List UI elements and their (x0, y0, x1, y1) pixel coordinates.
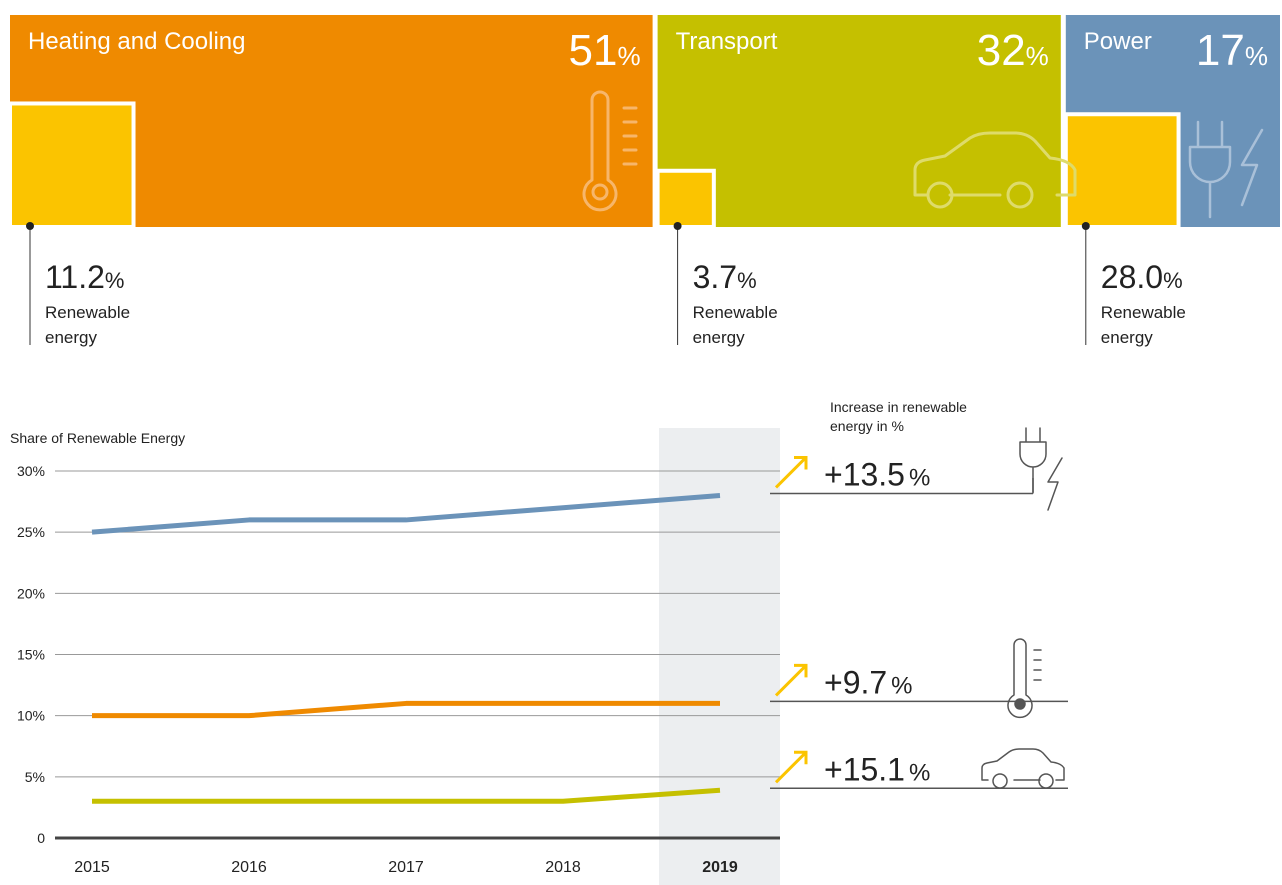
y-tick-label: 10% (17, 708, 45, 724)
car-icon (981, 748, 1065, 789)
thermometer-icon (1007, 638, 1042, 719)
callout-dot (26, 222, 34, 230)
renewable-text: Renewable (693, 303, 778, 322)
y-tick-label: 25% (17, 524, 45, 540)
renewable-number: 3.7 (693, 259, 737, 295)
y-tick-label: 15% (17, 647, 45, 663)
renewable-number: 11.2 (45, 259, 105, 295)
increase-number: +9.7 (824, 664, 887, 700)
x-tick-label: 2017 (388, 859, 424, 876)
increase-value: +13.5% (824, 456, 930, 492)
series-line (91, 492, 721, 535)
renewable-unit: % (737, 268, 757, 293)
block-edge (8, 227, 655, 231)
increase-title: energy in % (830, 418, 904, 434)
renewable-value: 28.0% (1101, 259, 1183, 295)
renewable-text: Renewable (45, 303, 130, 322)
chart-title: Share of Renewable Energy (10, 430, 185, 446)
series-line (92, 787, 721, 804)
icons (582, 90, 1264, 789)
x-tick-label: 2019 (702, 859, 738, 876)
x-tick-label: 2018 (545, 859, 581, 876)
renewable-text: energy (1101, 328, 1153, 347)
renewable-text: energy (693, 328, 745, 347)
increase-number: +15.1 (824, 751, 905, 787)
y-tick-label: 20% (17, 585, 45, 601)
sector-name: Heating and Cooling (28, 28, 246, 55)
increase-arrow (774, 455, 808, 489)
sector-name: Power (1084, 28, 1152, 55)
thermometer-icon-top (582, 90, 638, 212)
sector-share: 51% (569, 26, 641, 75)
sector-block (657, 15, 1061, 227)
y-tick-label: 30% (17, 463, 45, 479)
increase-value: +9.7% (824, 664, 913, 700)
renewable-value: 3.7% (693, 259, 757, 295)
renewable-block (655, 168, 716, 229)
sector-share: 17% (1196, 26, 1268, 75)
renewable-value: 11.2% (45, 259, 124, 295)
sector-share: 32% (977, 26, 1049, 75)
increase-value: +15.1% (824, 751, 930, 787)
share-value: 17 (1196, 26, 1245, 75)
share-value: 32 (977, 26, 1026, 75)
block-edge (1063, 227, 1282, 231)
block-edge (655, 227, 1063, 231)
renewable-block (1063, 112, 1181, 229)
y-tick-label: 0 (37, 830, 45, 846)
increase-unit: % (909, 464, 930, 491)
y-tick-label: 5% (25, 769, 45, 785)
increase-unit: % (909, 759, 930, 786)
renewable-block (8, 101, 136, 229)
plug-icon (1019, 427, 1063, 511)
share-unit: % (1026, 41, 1049, 71)
increase-arrow (774, 663, 808, 697)
callout-dot (673, 222, 682, 230)
renewable-text: energy (45, 328, 97, 347)
highlight-band (659, 428, 780, 885)
increase-arrow (774, 750, 808, 784)
share-value: 51 (569, 26, 618, 75)
increase-unit: % (891, 672, 912, 699)
x-tick-label: 2015 (74, 859, 110, 876)
series-line (92, 700, 720, 719)
share-unit: % (1245, 41, 1268, 71)
plug-icon-top (1188, 120, 1264, 219)
renewable-unit: % (1163, 268, 1183, 293)
increase-number: +13.5 (824, 456, 905, 492)
increase-title: Increase in renewable (830, 399, 967, 415)
sector-name: Transport (676, 28, 778, 55)
car-icon-top (913, 131, 1077, 209)
callout-dot (1081, 222, 1090, 230)
renewable-number: 28.0 (1101, 259, 1163, 295)
renewable-unit: % (105, 268, 125, 293)
x-tick-label: 2016 (231, 859, 267, 876)
renewable-text: Renewable (1101, 303, 1186, 322)
share-unit: % (617, 41, 640, 71)
